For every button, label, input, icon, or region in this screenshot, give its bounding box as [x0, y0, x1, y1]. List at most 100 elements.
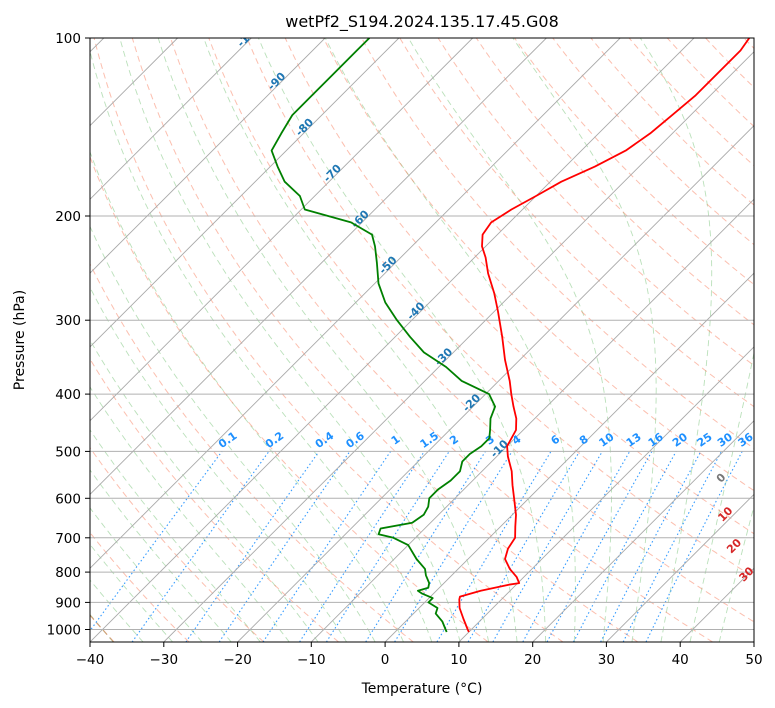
mixing-ratio-label: 0.1 [216, 429, 239, 451]
dry-adiabat-line [666, 38, 754, 128]
mixing-ratio-label: 0.6 [343, 429, 367, 451]
dry-adiabat-line [208, 38, 754, 623]
moist-adiabat-line [90, 429, 261, 642]
x-tick-label: 20 [524, 652, 541, 668]
mixing-ratio-label: 1.5 [418, 429, 441, 451]
temperature-line [458, 38, 751, 633]
moist-adiabat-line [639, 38, 713, 642]
x-tick-label: −30 [150, 652, 179, 668]
moist-adiabat-line [119, 38, 461, 642]
y-tick-label: 500 [55, 444, 81, 460]
isotherm-line [90, 38, 326, 274]
mixing-ratio-label: 1 [389, 433, 403, 448]
isotherm-line [753, 641, 754, 642]
isotherm-label: -100 [234, 21, 263, 50]
y-tick-label: 100 [55, 31, 81, 47]
mixing-ratio-line [436, 451, 552, 642]
mixing-ratio-line [600, 451, 702, 642]
dry-adiabats [90, 38, 754, 642]
moist-adiabat-line [90, 579, 144, 642]
x-axis-label: Temperature (°C) [361, 681, 483, 697]
isotherm-label: -90 [265, 70, 288, 93]
moist-adiabat-line [512, 38, 657, 642]
moist-adiabat-line [408, 38, 612, 642]
dry-adiabat-line [322, 38, 754, 492]
isotherm-line [90, 38, 547, 496]
plot-frame [89, 37, 755, 643]
moist-adiabat-line [90, 49, 433, 642]
x-tick-label: −40 [76, 652, 105, 668]
isotherms [90, 38, 754, 642]
isotherm-line [532, 420, 754, 642]
moist-adiabat-line [90, 339, 319, 642]
pressure-grid [90, 38, 754, 630]
isotherm-line [237, 124, 754, 642]
y-tick-label: 400 [55, 387, 81, 403]
mixing-ratio-line [90, 451, 223, 632]
isotherm-line [90, 38, 474, 422]
mixing-ratio-line [622, 451, 722, 642]
moist-adiabat-line [90, 507, 203, 642]
mixing-ratio-line [299, 451, 425, 642]
dry-adiabat-line [552, 38, 754, 246]
dry-adiabat-line [590, 38, 754, 206]
dry-adiabat-line [743, 38, 754, 50]
mixing-ratio-label: 36 [736, 430, 756, 450]
sounding-profiles [270, 38, 751, 633]
mixing-ratio-line [645, 451, 743, 642]
mixing-ratio-label: 4 [510, 432, 524, 447]
wetbulb-label: 40 [752, 590, 772, 610]
dry-adiabat-line [361, 38, 754, 449]
dry-adiabat-line [475, 38, 754, 326]
mixing-ratio-line [262, 451, 392, 642]
moist-adiabat-line [90, 386, 290, 642]
x-axis-ticks: −40 −30 −20 −10 0 10 20 30 40 50 [76, 642, 763, 668]
mixing-ratio-line [218, 451, 351, 642]
moist-adiabat-line [324, 38, 576, 642]
mixing-ratio-line [546, 451, 653, 642]
mixing-ratio-label: 8 [577, 433, 591, 448]
x-tick-label: 30 [598, 652, 615, 668]
chart-title: wetPf2_S194.2024.135.17.45.G08 [285, 12, 559, 32]
x-tick-label: 40 [672, 652, 689, 668]
isotherm-label: -40 [404, 299, 427, 322]
dry-adiabat-line [246, 38, 754, 578]
dry-adiabat-line [90, 446, 265, 642]
isotherm-line [310, 198, 754, 642]
mixing-ratio-label: 6 [549, 432, 563, 447]
isotherm-line [90, 38, 695, 642]
dry-adiabat-line [705, 38, 754, 89]
moist-adiabats [90, 38, 754, 642]
y-tick-label: 600 [55, 491, 81, 507]
isotherm-line [384, 272, 754, 642]
mixing-ratio-line [185, 451, 320, 642]
moist-adiabat-line [90, 543, 173, 642]
isotherm-line [90, 38, 252, 200]
mixing-ratio-line [467, 451, 581, 642]
isotherm-label: -20 [460, 391, 483, 414]
dry-adiabat-line [131, 38, 639, 642]
isotherm-line [163, 51, 754, 642]
x-tick-label: −10 [297, 652, 326, 668]
moist-adiabat-line [90, 225, 376, 642]
wetbulb-label: 10 [715, 504, 735, 524]
y-tick-label: 1000 [47, 623, 81, 639]
dry-adiabat-line [170, 38, 713, 642]
moist-adiabat-line [203, 38, 518, 642]
moist-adiabat-line [718, 504, 754, 642]
isotherm-line [606, 493, 754, 642]
y-tick-label: 900 [55, 595, 81, 611]
mixing-ratio-line [522, 451, 631, 642]
moist-adiabat-line [90, 150, 404, 642]
mixing-ratio-label: 13 [624, 430, 644, 449]
dry-adiabat-line [437, 38, 754, 367]
y-axis-ticks: 100 200 300 400 500 600 700 800 900 1000 [47, 31, 90, 639]
mixing-ratio-label: 2 [447, 433, 461, 448]
y-tick-label: 300 [55, 313, 81, 329]
dry-adiabat-line [93, 38, 564, 642]
x-tick-label: 10 [450, 652, 467, 668]
y-axis-label: Pressure (hPa) [12, 290, 28, 390]
mixing-ratio-label: 16 [646, 430, 666, 450]
wetbulb-label: 0 [714, 470, 729, 485]
mixing-ratio-line [325, 451, 450, 642]
